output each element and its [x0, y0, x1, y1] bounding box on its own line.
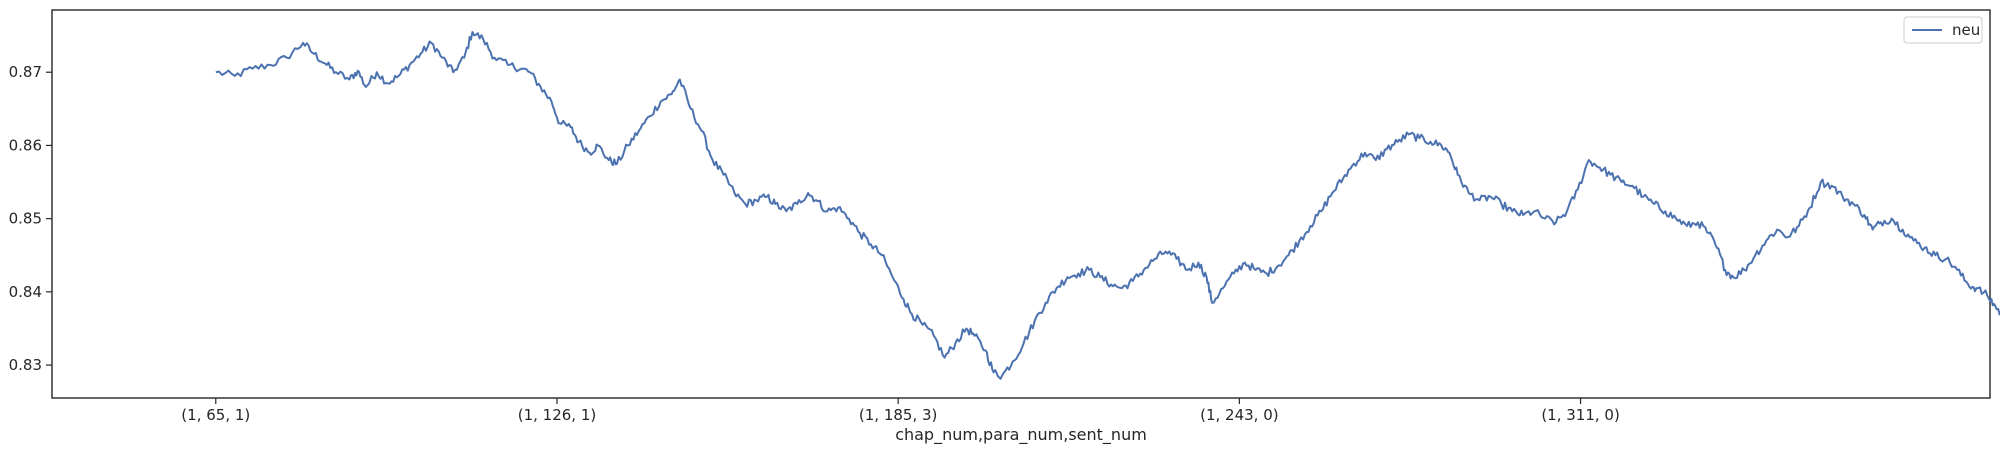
y-axis: 0.83 0.84 0.85 0.86 0.87: [9, 63, 52, 374]
y-tick-label: 0.83: [9, 356, 42, 374]
y-tick-label: 0.87: [9, 63, 42, 81]
y-tick-label: 0.85: [9, 210, 42, 228]
y-tick-label: 0.84: [9, 283, 42, 301]
legend-label-neu: neu: [1952, 21, 1980, 39]
x-axis-label: chap_num,para_num,sent_num: [895, 425, 1147, 445]
series-line-neu: [215, 31, 2000, 380]
x-tick-label: (1, 311, 0): [1541, 406, 1620, 424]
x-axis: (1, 65, 1) (1, 126, 1) (1, 185, 3) (1, 243,…: [181, 398, 1620, 424]
x-tick-label: (1, 126, 1): [518, 406, 597, 424]
x-tick-label: (1, 243, 0): [1200, 406, 1279, 424]
x-tick-label: (1, 185, 3): [859, 406, 938, 424]
legend-box: [1903, 16, 1983, 44]
y-tick-label: 0.86: [9, 136, 42, 154]
x-tick-label: (1, 65, 1): [181, 406, 250, 424]
plot-frame: [51, 9, 1991, 399]
legend: neu: [1903, 16, 1983, 44]
series-layer: [215, 31, 2000, 380]
